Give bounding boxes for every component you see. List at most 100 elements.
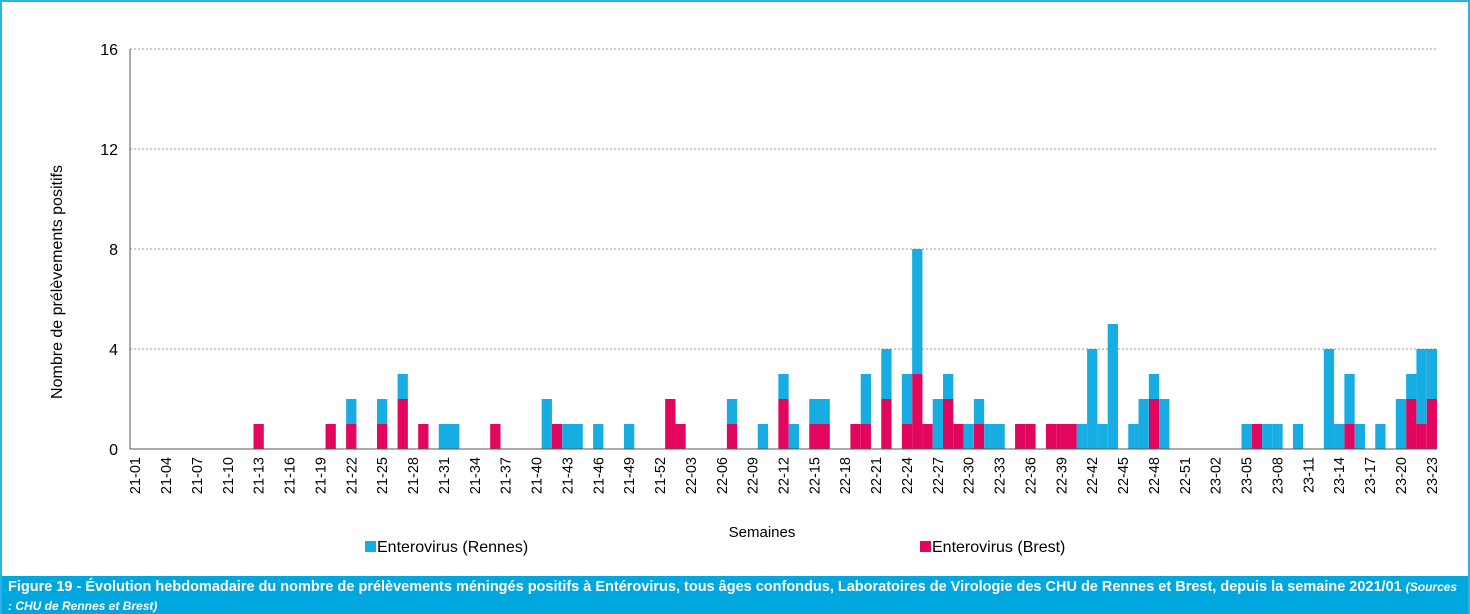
x-tick-label: 22-42 [1085, 457, 1101, 494]
bar-segment [1323, 349, 1335, 449]
x-tick-label: 23-14 [1332, 457, 1348, 494]
bar-segment [623, 424, 635, 449]
bar-segment [1087, 349, 1098, 449]
x-tick-label: 21-43 [560, 457, 576, 494]
x-tick-label: 21-52 [653, 457, 669, 494]
bar-segment [860, 374, 871, 424]
bar-segment [881, 349, 892, 399]
x-tick-label: 21-13 [252, 457, 268, 494]
bar-segment [346, 424, 357, 449]
bar-segment [490, 424, 501, 449]
bar-segment [1097, 424, 1108, 449]
bar-segment [1066, 424, 1077, 449]
legend-label: Enterovirus (Rennes) [377, 539, 528, 556]
x-tick-label: 21-34 [468, 457, 484, 494]
bar-segment [1406, 374, 1417, 399]
bar-segment [1251, 424, 1263, 449]
bar-segment [860, 424, 871, 449]
x-tick-label: 23-20 [1394, 457, 1410, 494]
bar-segment [1241, 424, 1252, 449]
x-tick-label: 23-02 [1209, 457, 1225, 494]
bar-segment [994, 424, 1005, 449]
x-tick-label: 22-09 [746, 457, 762, 494]
x-tick-label: 22-33 [993, 457, 1009, 494]
bar-segment [253, 424, 264, 449]
y-tick-label: 12 [100, 142, 118, 159]
x-tick-label: 22-03 [684, 457, 700, 494]
x-tick-label: 21-19 [313, 457, 329, 494]
bar-segment [1416, 424, 1427, 449]
bar-segment [912, 374, 923, 449]
x-tick-label: 23-05 [1240, 457, 1256, 494]
y-tick-label: 8 [109, 242, 118, 259]
bar-segment [943, 399, 954, 449]
bar-segment [1159, 399, 1170, 449]
bar-segment [809, 424, 820, 449]
bar-segment [541, 399, 552, 449]
bar-segment [397, 399, 408, 449]
bar-segment [1076, 424, 1088, 449]
legend-label: Enterovirus (Brest) [932, 539, 1065, 556]
y-tick-label: 0 [109, 442, 118, 459]
x-tick-label: 23-17 [1363, 457, 1379, 494]
bar-segment [1148, 399, 1160, 449]
x-tick-label: 21-04 [159, 457, 175, 494]
x-tick-label: 21-16 [283, 457, 299, 494]
y-axis-label: Nombre de prélèvements positifs [49, 165, 66, 399]
bar-segment [1426, 349, 1437, 399]
x-tick-label: 23-08 [1270, 457, 1286, 494]
bar-segment [973, 399, 985, 424]
bar-segment [953, 424, 964, 449]
bar-segment [932, 399, 944, 449]
bar-segment [881, 399, 892, 449]
bar-segment [1045, 424, 1057, 449]
bar-segment [1344, 374, 1355, 424]
bar-segment [901, 374, 913, 424]
bar-segment [325, 424, 336, 449]
bar-segment [1015, 424, 1026, 449]
bar-segment [819, 424, 830, 449]
bar-segment [438, 424, 450, 449]
bar-segment [1138, 399, 1149, 449]
bar-segment [1426, 399, 1437, 449]
bar-segment [726, 399, 738, 424]
x-tick-label: 22-48 [1147, 457, 1163, 494]
x-tick-label: 21-31 [437, 457, 453, 494]
bar-segment [973, 424, 985, 449]
x-tick-label: 21-40 [530, 457, 546, 494]
bar-segment [572, 424, 583, 449]
bar-segment [850, 424, 861, 449]
caption-source: (Sources : CHU de Rennes et Brest) [8, 580, 1458, 613]
x-tick-label: 21-49 [622, 457, 638, 494]
x-tick-label: 22-30 [962, 457, 978, 494]
bar-segment [1148, 374, 1160, 399]
bar-segment [757, 424, 769, 449]
bar-segment [943, 374, 954, 399]
caption: Figure 19 - Évolution hebdomadaire du no… [2, 576, 1468, 614]
x-tick-label: 22-18 [838, 457, 854, 494]
y-tick-label: 4 [109, 342, 118, 359]
bar-segment [1292, 424, 1304, 449]
x-tick-label: 22-06 [715, 457, 731, 494]
x-tick-label: 22-15 [807, 457, 823, 494]
bar-segment [1262, 424, 1273, 449]
bar-segment [1025, 424, 1036, 449]
x-axis-label: Semaines [729, 524, 796, 541]
x-tick-label: 23-23 [1425, 457, 1441, 494]
x-tick-label: 21-07 [190, 457, 206, 494]
bar-segment [1334, 424, 1345, 449]
x-tick-label: 21-46 [591, 457, 607, 494]
x-tick-label: 22-36 [1023, 457, 1039, 494]
legend-swatch [920, 541, 931, 552]
bar-segment [788, 424, 799, 449]
bar-segment [551, 424, 563, 449]
bar-segment [1272, 424, 1283, 449]
bar-segment [984, 424, 995, 449]
x-tick-label: 21-28 [406, 457, 422, 494]
x-tick-label: 21-10 [221, 457, 237, 494]
bar-segment [593, 424, 604, 449]
x-tick-label: 22-27 [931, 457, 947, 494]
x-tick-label: 21-37 [499, 457, 515, 494]
bar-segment [1375, 424, 1386, 449]
